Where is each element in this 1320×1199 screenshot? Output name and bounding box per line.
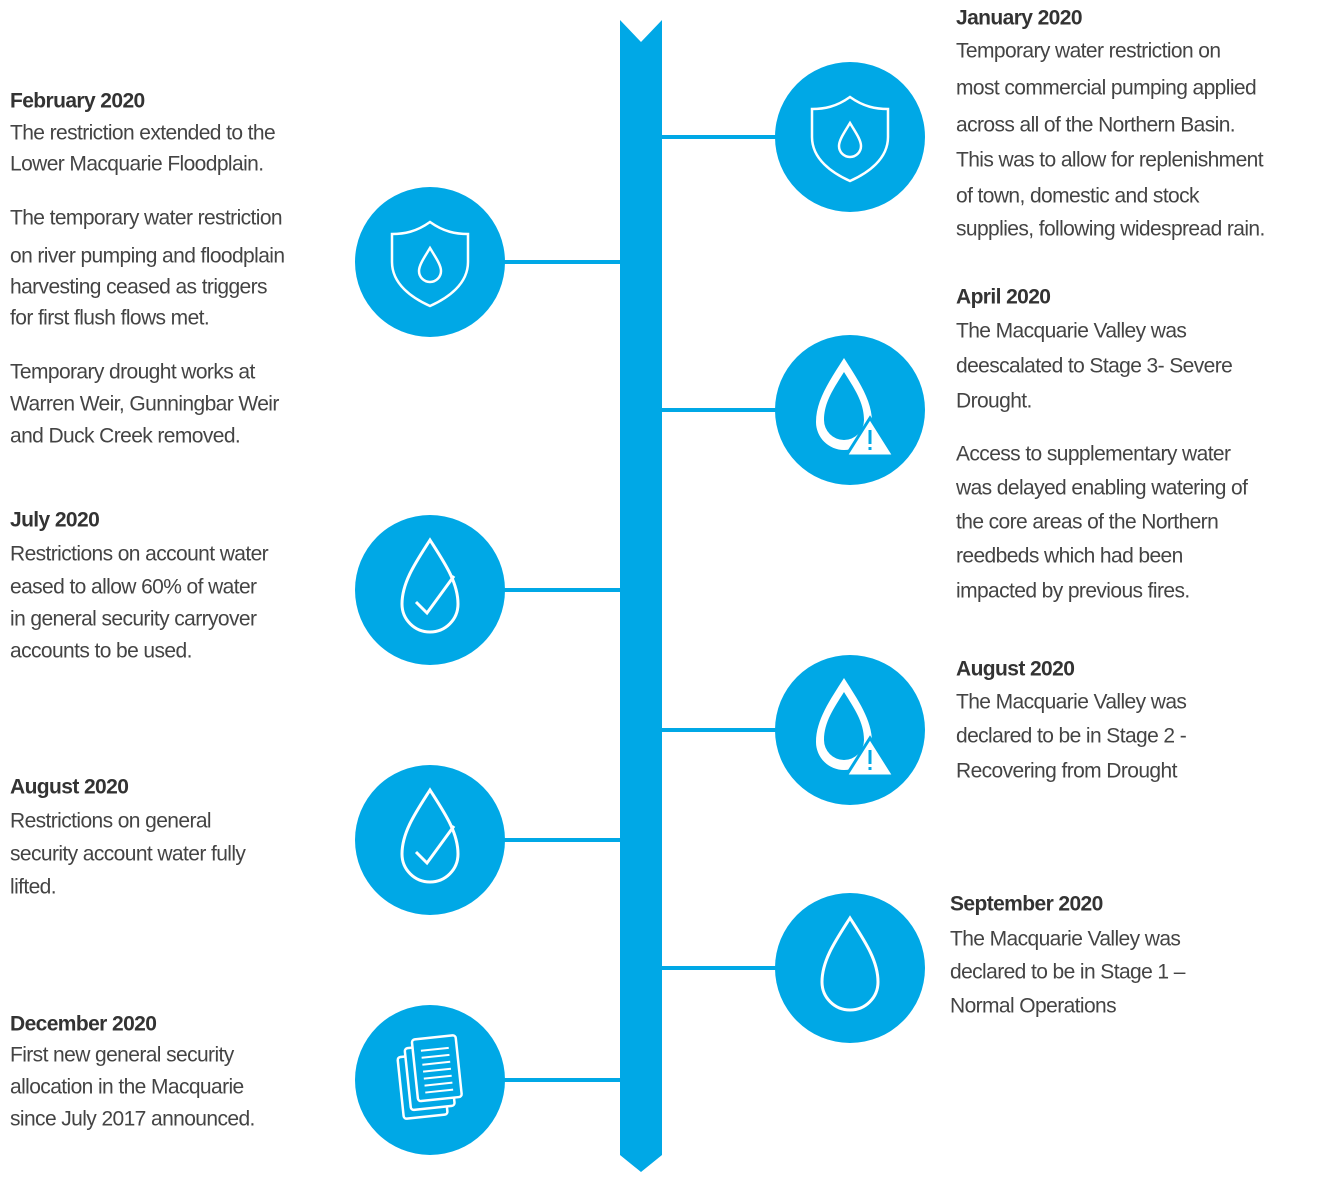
drop-icon [400, 787, 460, 884]
event-text: reedbeds which had been [956, 545, 1183, 568]
event-text: Lower Macquarie Floodplain. [10, 153, 263, 176]
event-text: in general security carryover [10, 608, 257, 631]
event-text: The Macquarie Valley was [956, 320, 1186, 343]
drop-icon [417, 245, 443, 284]
event-text: and Duck Creek removed. [10, 425, 240, 448]
event-circle [355, 187, 505, 337]
event-text: impacted by previous fires. [956, 580, 1190, 603]
event-text: on river pumping and floodplain [10, 245, 284, 268]
document-line [423, 1074, 452, 1080]
timeline-bar [620, 20, 662, 1172]
event-text: First new general security [10, 1044, 235, 1067]
warning-mark [868, 430, 872, 444]
event-icon [390, 220, 470, 308]
event-date: December 2020 [10, 1013, 156, 1036]
event-text: harvesting ceased as triggers [10, 276, 267, 299]
document-line [424, 1081, 453, 1087]
event-icon [400, 787, 460, 884]
event-text: most commercial pumping applied [956, 77, 1256, 100]
event-text: This was to allow for replenishment [956, 149, 1264, 172]
event-text: of town, domestic and stock [956, 185, 1200, 208]
warning-dot [868, 767, 872, 770]
event-date: February 2020 [10, 90, 145, 113]
event-text: Temporary water restriction on [956, 40, 1220, 63]
drop-icon [837, 120, 863, 159]
event-circle [355, 765, 505, 915]
event-text: Restrictions on account water [10, 543, 269, 566]
event-date: July 2020 [10, 509, 99, 532]
event-text: since July 2017 announced. [10, 1108, 255, 1131]
event-text: supplies, following widespread rain. [956, 218, 1265, 241]
document-icon [410, 1034, 463, 1103]
event-text: Recovering from Drought [956, 760, 1178, 783]
event-text: allocation in the Macquarie [10, 1076, 244, 1099]
event-text: Normal Operations [950, 995, 1116, 1018]
document-line [421, 1053, 450, 1059]
event-date: April 2020 [956, 286, 1050, 309]
event-text: The temporary water restriction [10, 207, 282, 230]
document-line [420, 1046, 449, 1052]
event-date: August 2020 [10, 776, 128, 799]
event-date: January 2020 [956, 7, 1082, 30]
event-text: The Macquarie Valley was [956, 691, 1186, 714]
warning-dot [868, 447, 872, 450]
event-text: the core areas of the Northern [956, 511, 1218, 534]
event-icon [400, 537, 460, 634]
event-text: was delayed enabling watering of [955, 477, 1248, 500]
event-text: security account water fully [10, 843, 246, 866]
event-icon [816, 678, 897, 778]
event-text: Restrictions on general [10, 810, 211, 833]
event-text: declared to be in Stage 1 – [950, 961, 1186, 984]
event-text: Warren Weir, Gunningbar Weir [10, 393, 279, 416]
event-text: for first flush flows met. [10, 307, 209, 330]
document-line [422, 1067, 452, 1073]
event-circle [775, 62, 925, 212]
event-text: Temporary drought works at [10, 361, 255, 384]
event-text: The Macquarie Valley was [950, 928, 1180, 951]
drop-icon [820, 915, 880, 1012]
event-text: deescalated to Stage 3- Severe [956, 355, 1232, 378]
event-icon [810, 95, 890, 183]
event-circle [355, 515, 505, 665]
event-circle [775, 893, 925, 1043]
event-icon [816, 358, 897, 458]
event-text: Access to supplementary water [956, 443, 1231, 466]
event-text: The restriction extended to the [10, 122, 275, 145]
drop-inner [824, 692, 864, 760]
event-text: lifted. [10, 876, 56, 899]
warning-mark [868, 750, 872, 764]
shield-icon [390, 220, 470, 308]
drop-icon [400, 537, 460, 634]
check-icon [414, 825, 456, 866]
check-icon [414, 575, 456, 616]
event-date: August 2020 [956, 658, 1074, 681]
document-line [425, 1088, 454, 1094]
event-text: declared to be in Stage 2 - [956, 725, 1187, 748]
event-date: September 2020 [950, 893, 1103, 916]
shield-icon [810, 95, 890, 183]
event-text: across all of the Northern Basin. [956, 114, 1235, 137]
document-line [422, 1060, 451, 1066]
event-text: eased to allow 60% of water [10, 576, 257, 599]
drop-inner [824, 372, 864, 440]
event-text: Drought. [956, 390, 1032, 413]
event-icon [820, 915, 880, 1012]
event-icon [396, 1034, 463, 1120]
event-text: accounts to be used. [10, 640, 192, 663]
